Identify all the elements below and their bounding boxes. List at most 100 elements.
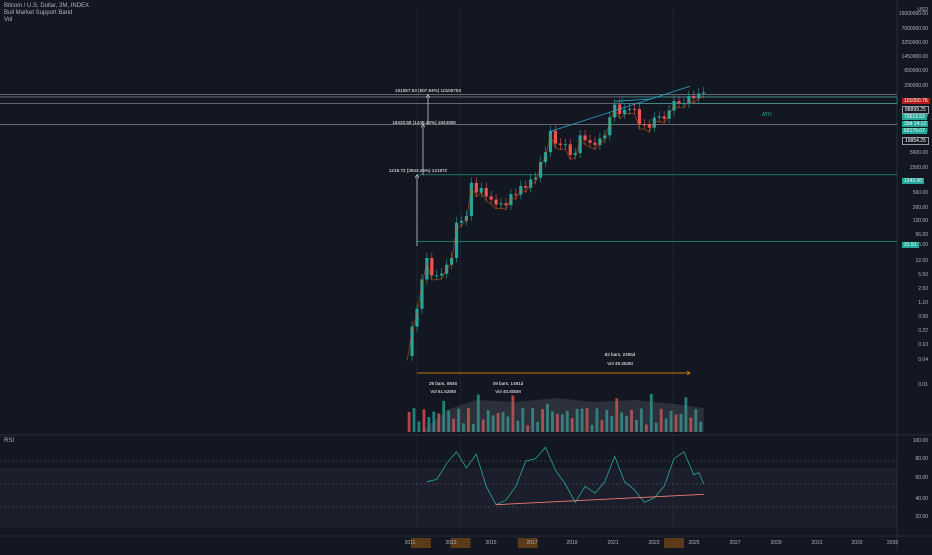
time-tick-label: 2033	[851, 540, 863, 546]
time-tick-label: 2029	[770, 540, 782, 546]
candle-body	[568, 144, 572, 155]
candle-body	[563, 144, 567, 146]
volume-bar	[689, 417, 693, 432]
candle-body	[410, 326, 414, 357]
volume-bar	[521, 408, 525, 432]
bull-band-line	[406, 96, 704, 361]
rsi-title[interactable]: RSI	[4, 438, 15, 444]
candle-body	[623, 109, 627, 114]
candle-body	[632, 108, 637, 110]
ath-zone	[621, 96, 898, 104]
candle-body	[583, 135, 587, 141]
volume-bar	[694, 409, 698, 432]
rsi-tick-label: 60.00	[915, 475, 928, 481]
volume-bar	[580, 408, 584, 432]
price-tick-label: 290000.00	[904, 83, 928, 89]
time-tick-label: 2021	[607, 540, 619, 546]
candle-body	[474, 182, 478, 193]
volume-bar	[447, 410, 451, 432]
candle-body	[524, 186, 528, 188]
volume-bar	[412, 408, 416, 432]
candle-body	[514, 194, 518, 196]
price-tick-label: 1450000.00	[901, 54, 928, 60]
price-tick-label: 5.50	[918, 272, 928, 278]
price-tick-label: 260.00	[912, 205, 928, 211]
volume-bar	[407, 412, 411, 432]
price-tick-label: 56.00	[915, 232, 928, 238]
candle-body	[494, 199, 498, 205]
candle-body	[687, 96, 691, 104]
volume-bar	[585, 408, 589, 432]
currency-label: USD	[917, 7, 928, 13]
candle-body	[504, 203, 508, 206]
volume-bar	[501, 412, 505, 432]
volume-bar	[570, 418, 574, 432]
price-pane	[0, 0, 897, 432]
price-tick-label: 25.00	[915, 242, 928, 248]
price-tick-label: 0.22	[918, 328, 928, 334]
volume-bar	[531, 408, 535, 432]
candle-body	[420, 279, 424, 309]
candle-body	[682, 103, 686, 105]
volume-bar	[625, 415, 628, 432]
price-tick-label: 0.50	[918, 314, 928, 320]
candle-body	[440, 273, 444, 276]
candle-body	[642, 124, 646, 126]
time-tick-label: 2025	[688, 540, 700, 546]
range-1-vol: Vol 61.628M	[430, 389, 456, 394]
price-tick-label: 1.10	[918, 300, 928, 306]
time-highlight-box	[517, 538, 538, 548]
volume-bar	[674, 414, 678, 432]
candle-body	[662, 116, 666, 119]
volume-bar	[452, 418, 455, 432]
range-1-bars: 29 bars, 8846	[428, 381, 458, 386]
volume-bar	[526, 425, 530, 432]
volume-bar	[422, 409, 426, 432]
volume-bar	[669, 410, 673, 432]
candle-body	[598, 138, 602, 145]
measure-label-3: 101057.53 (507.94%) 10105753	[395, 88, 461, 93]
volume-bar	[654, 422, 658, 432]
time-tick-label: 2027	[729, 540, 741, 546]
volume-ma-area	[420, 398, 704, 432]
price-tick-label: 2500.00	[909, 165, 928, 171]
candle-body	[578, 135, 582, 154]
time-highlight-box	[450, 538, 471, 548]
indicator-volume-label[interactable]: Vol	[4, 17, 13, 23]
price-tick-label: 120.00	[912, 218, 928, 224]
price-tick-label: 7000000.00	[901, 26, 928, 32]
volume-bar	[417, 421, 421, 432]
candle-body	[593, 142, 597, 145]
volume-bar	[610, 416, 614, 432]
volume-bar	[679, 413, 683, 432]
candle-body	[697, 93, 701, 99]
volume-bar	[590, 424, 594, 432]
volume-bar	[427, 417, 431, 432]
indicator-bull-band-label[interactable]: Bull Market Support Band	[4, 10, 73, 16]
price-tick-label: 0.04	[918, 357, 928, 363]
volume-bar	[476, 394, 480, 432]
volume-bar	[551, 411, 554, 432]
range-3-vol: Vol 49.353M	[607, 361, 633, 366]
price-tick-label: 560.00	[912, 190, 928, 196]
rsi-tick-label: 100.00	[912, 438, 928, 444]
candle-body	[538, 162, 543, 178]
volume-bar	[620, 412, 624, 432]
trend-line-upper	[550, 85, 691, 132]
candle-body	[430, 257, 434, 276]
price-tick-label: 0.10	[918, 342, 928, 348]
volume-bar	[595, 408, 599, 432]
price-tag: 72513.52	[902, 114, 927, 120]
symbol-title[interactable]: Bitcoin / U.S. Dollar, 3M, INDEX	[4, 3, 90, 9]
measure-label-2: 18433.58 (1448.42%) 1843358	[392, 120, 456, 125]
price-tag: 39d 14:12	[902, 121, 929, 127]
volume-bar	[437, 413, 441, 432]
time-tick-label: 2017	[526, 540, 538, 546]
volume-bar	[442, 400, 446, 432]
candle-body	[608, 117, 612, 136]
candle-body	[454, 222, 459, 258]
price-tag: 19854.25	[902, 137, 929, 145]
volume-bar	[541, 409, 544, 432]
